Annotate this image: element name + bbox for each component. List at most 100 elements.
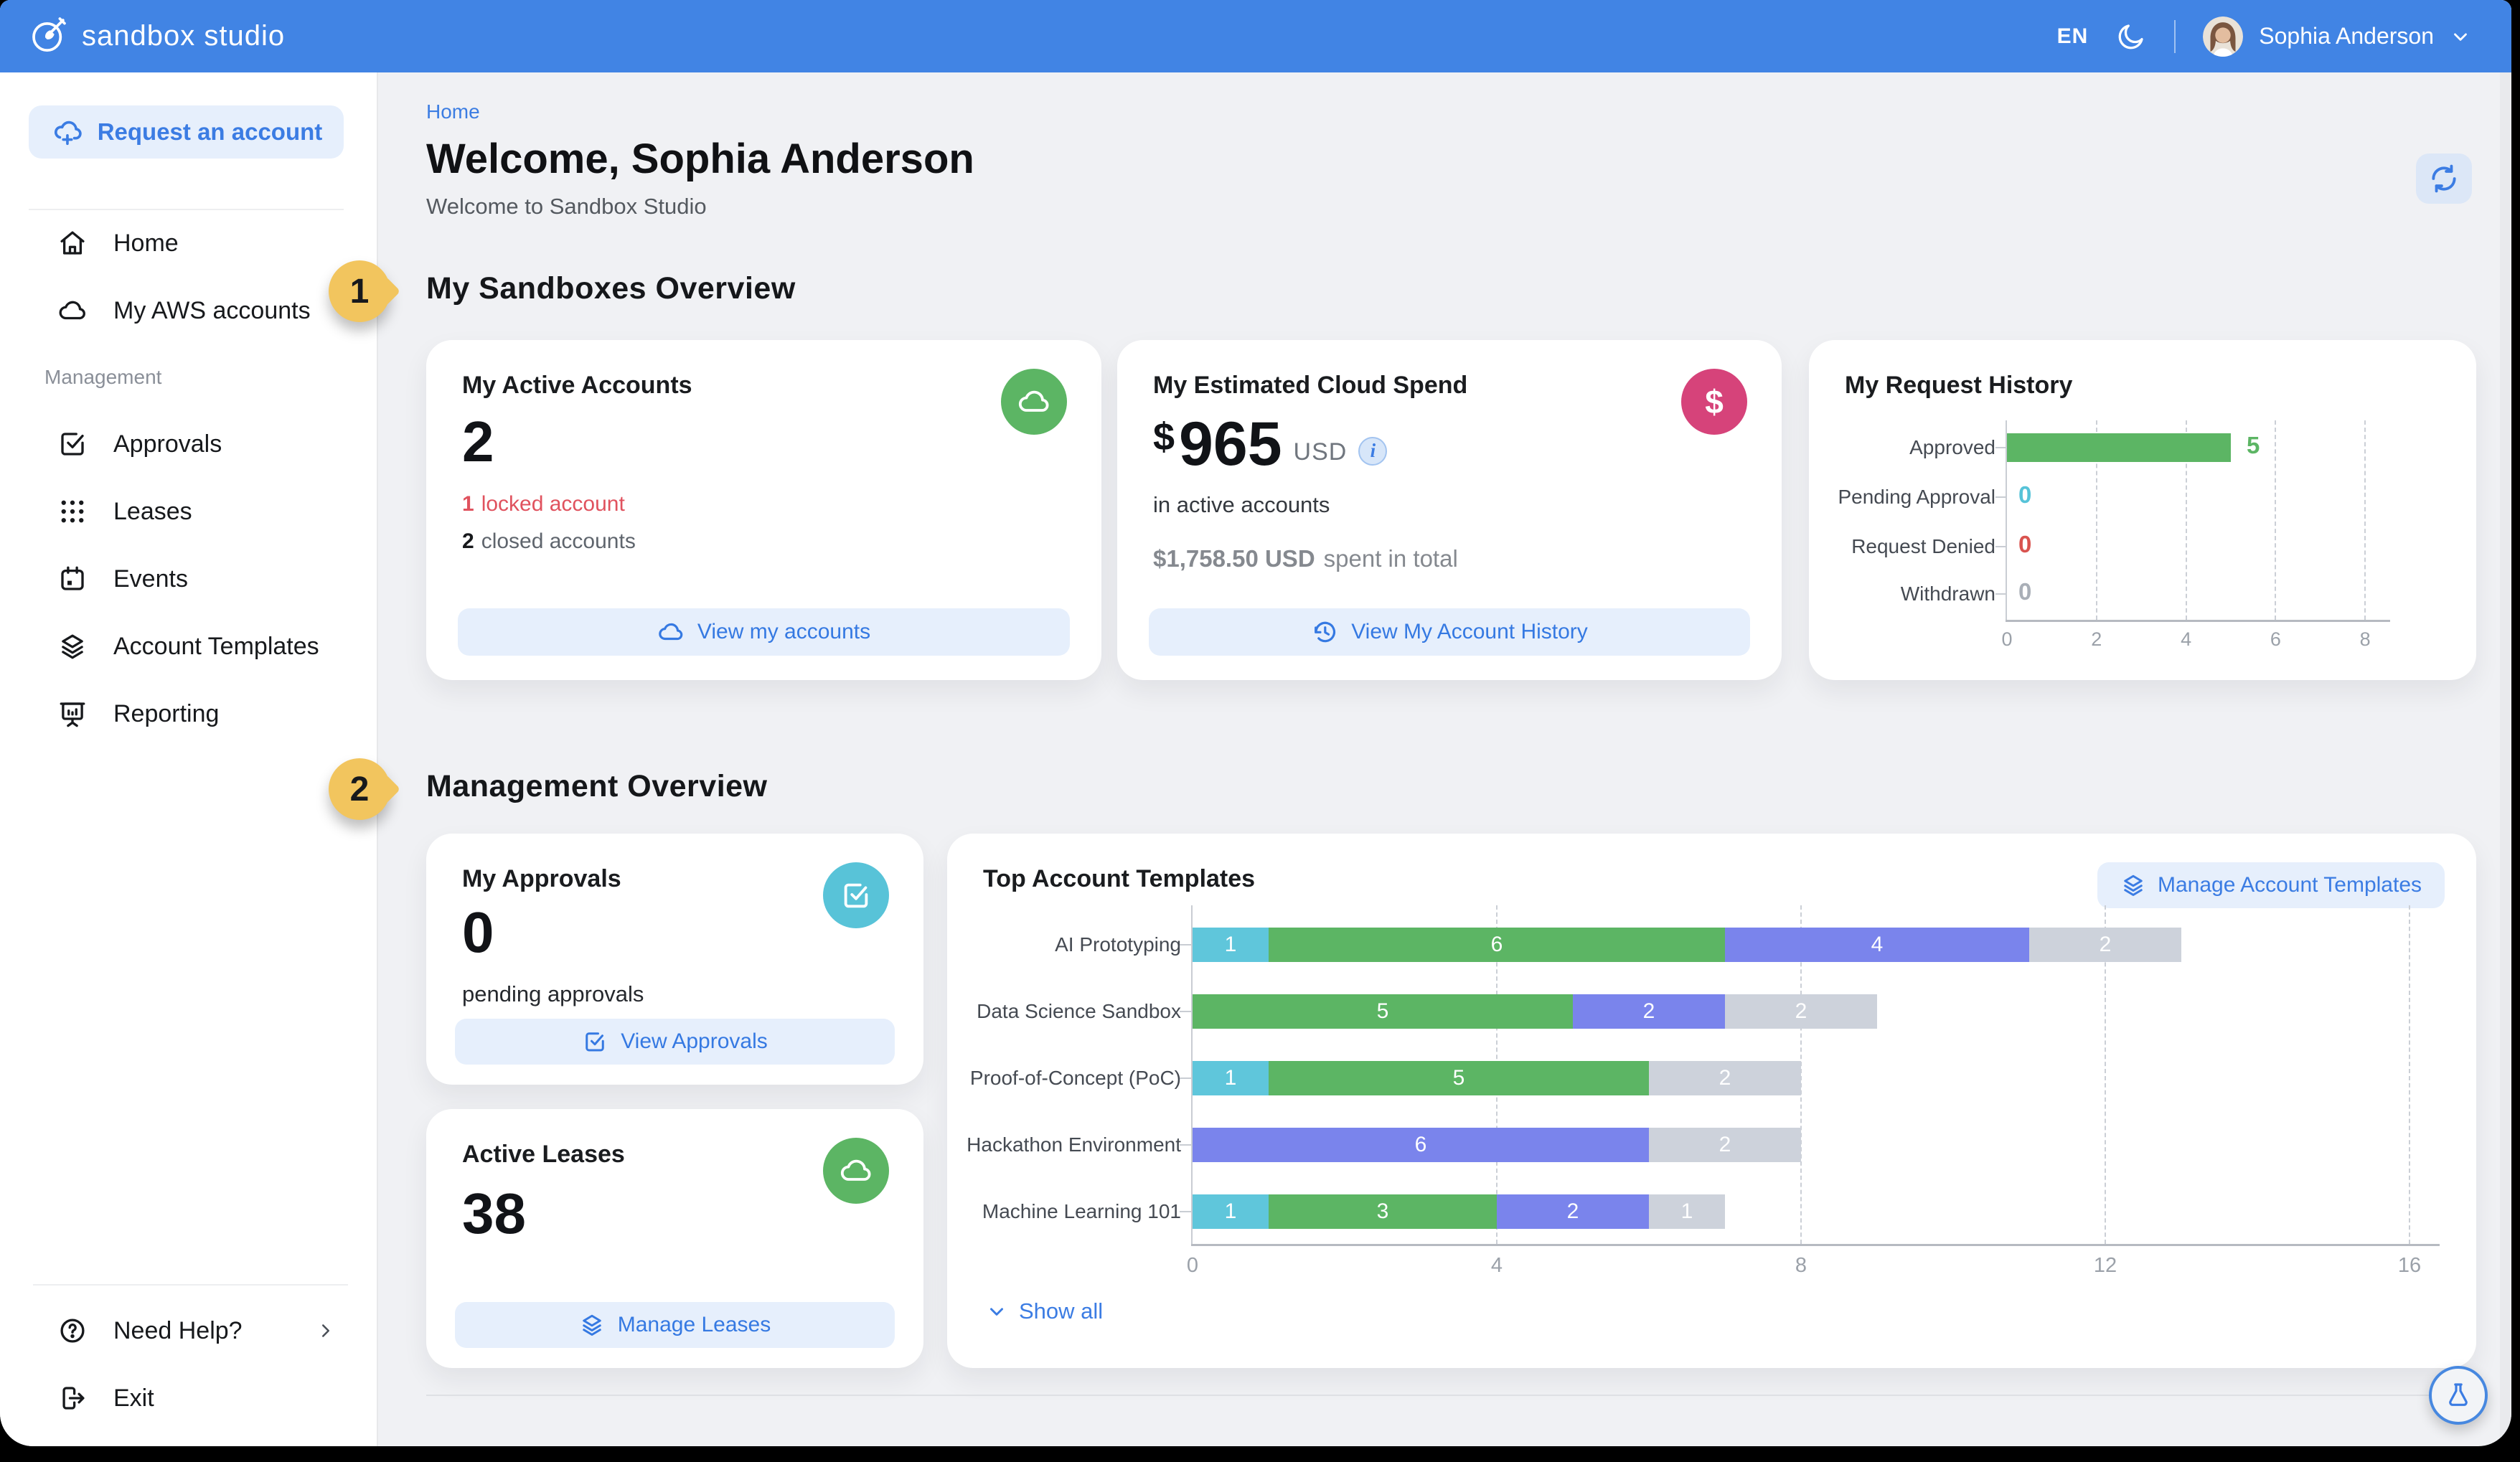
sidebar-item-reporting[interactable]: Reporting xyxy=(0,680,377,747)
flask-icon xyxy=(2449,1383,2468,1406)
check-square-stat-icon xyxy=(823,862,889,928)
annotation-badge-2: 2 xyxy=(329,758,390,820)
annotation-badge-1: 1 xyxy=(329,260,390,322)
navbar-actions: EN Sophia Anderson xyxy=(2057,16,2471,57)
x-tick-4: 4 xyxy=(2181,628,2192,650)
segment-2: 1 xyxy=(1193,1061,1269,1095)
x-tick-0: 0 xyxy=(2001,628,2013,650)
gridline-8 xyxy=(1800,905,1802,1244)
segment-0: 4 xyxy=(1725,928,2029,962)
experiment-flask-button[interactable] xyxy=(2429,1366,2488,1425)
view-my-accounts-button[interactable]: View my accounts xyxy=(458,608,1070,656)
segment-2: 2 xyxy=(1649,1061,1801,1095)
bar-value-3: 0 xyxy=(2018,578,2032,605)
brand[interactable]: sandbox studio xyxy=(29,14,285,58)
dark-mode-toggle[interactable] xyxy=(2115,21,2147,52)
row-label-1: Data Science Sandbox xyxy=(977,1000,1181,1022)
info-icon[interactable]: i xyxy=(1358,436,1388,466)
card-top-account-templates: Top Account Templates Manage Account Tem… xyxy=(947,834,2476,1368)
y-tick xyxy=(1180,1011,1193,1012)
request-account-button[interactable]: Request an account xyxy=(29,105,344,159)
scrollbar[interactable] xyxy=(2500,72,2511,1446)
history-icon xyxy=(1315,621,1336,643)
x-tick-6: 6 xyxy=(2270,628,2281,650)
closed-accounts-line: 2 closed accounts xyxy=(462,529,636,553)
cloud-stat-icon xyxy=(823,1138,889,1204)
segment-3: 6 xyxy=(1193,1128,1649,1162)
sidebar-section-management: Management xyxy=(44,366,162,388)
card-cloud-spend: My Estimated Cloud Spend $ $ 965 USD i i… xyxy=(1117,340,1782,680)
segment-0: 6 xyxy=(1269,928,1725,962)
manage-account-templates-button[interactable]: Manage Account Templates xyxy=(2097,862,2445,908)
row-label-3: Hackathon Environment xyxy=(967,1133,1181,1156)
layers-icon xyxy=(62,634,83,659)
y-tick xyxy=(1180,1144,1193,1146)
cloud-stat-icon xyxy=(1001,369,1067,435)
row-label-0: Approved xyxy=(1909,436,1995,458)
sidebar-item-events[interactable]: Events xyxy=(0,545,377,613)
y-tick xyxy=(1995,496,2007,498)
show-all-link[interactable]: Show all xyxy=(986,1298,1103,1324)
sidebar-footer-divider xyxy=(33,1284,348,1286)
x-tick-16: 16 xyxy=(2397,1254,2422,1277)
sidebar-item-exit[interactable]: Exit xyxy=(0,1364,377,1432)
gridline-6 xyxy=(2275,420,2277,620)
sidebar-item-approvals[interactable]: Approvals xyxy=(0,410,377,478)
segment-0: 1 xyxy=(1193,928,1269,962)
x-tick-8: 8 xyxy=(1795,1254,1807,1277)
report-board-icon xyxy=(60,702,85,727)
card-title: My Estimated Cloud Spend xyxy=(1153,372,1468,399)
gridline-4 xyxy=(2185,420,2187,620)
sidebar-item-home[interactable]: Home xyxy=(0,209,377,277)
user-menu[interactable]: Sophia Anderson xyxy=(2203,16,2471,57)
page-title: Welcome, Sophia Anderson xyxy=(426,136,974,182)
x-tick-2: 2 xyxy=(2091,628,2102,650)
row-label-2: Request Denied xyxy=(1851,535,1995,557)
refresh-icon xyxy=(2432,164,2456,193)
sidebar-item-leases[interactable]: Leases xyxy=(0,478,377,545)
row-label-2: Proof-of-Concept (PoC) xyxy=(969,1067,1181,1089)
segment-2: 5 xyxy=(1269,1061,1649,1095)
sidebar-item-need-help[interactable]: Need Help? xyxy=(0,1297,377,1364)
active-leases-count: 38 xyxy=(462,1182,526,1245)
sidebar: Request an account Home My AWS accounts … xyxy=(0,72,378,1446)
y-tick xyxy=(1995,593,2007,595)
calendar-icon xyxy=(61,566,84,590)
sidebar-divider xyxy=(29,209,344,210)
cloud-icon xyxy=(1018,390,1049,412)
gridline-8 xyxy=(2364,420,2366,620)
x-tick-4: 4 xyxy=(1490,1254,1503,1277)
card-title: My Active Accounts xyxy=(462,372,692,399)
refresh-button[interactable] xyxy=(2416,154,2472,204)
view-approvals-button[interactable]: View Approvals xyxy=(455,1019,895,1065)
check-square-icon xyxy=(586,1032,604,1052)
navbar-divider xyxy=(2174,19,2176,53)
segment-1: 2 xyxy=(1725,994,1877,1029)
sidebar-item-my-aws-accounts[interactable]: My AWS accounts xyxy=(0,277,377,344)
x-axis xyxy=(2006,620,2390,622)
manage-leases-button[interactable]: Manage Leases xyxy=(455,1302,895,1348)
moon-icon xyxy=(2118,24,2143,49)
language-selector[interactable]: EN xyxy=(2056,24,2089,48)
logout-icon xyxy=(62,1387,85,1410)
y-tick xyxy=(1995,447,2007,448)
section-divider xyxy=(426,1395,2465,1396)
x-tick-0: 0 xyxy=(1186,1254,1199,1277)
sidebar-item-account-templates[interactable]: Account Templates xyxy=(0,613,377,680)
segment-4: 2 xyxy=(1497,1194,1649,1229)
user-name: Sophia Anderson xyxy=(2259,23,2434,49)
check-square-icon xyxy=(61,433,84,456)
segment-4: 1 xyxy=(1193,1194,1269,1229)
segment-0: 2 xyxy=(2029,928,2181,962)
card-title: My Approvals xyxy=(462,865,621,892)
chevron-right-icon xyxy=(322,1324,329,1337)
view-account-history-button[interactable]: View My Account History xyxy=(1149,608,1750,656)
breadcrumb[interactable]: Home xyxy=(426,100,480,123)
segment-1: 2 xyxy=(1573,994,1725,1029)
pending-approvals-count: 0 xyxy=(462,900,494,964)
avatar xyxy=(2203,16,2244,57)
page-subtitle: Welcome to Sandbox Studio xyxy=(426,194,707,219)
check-square-icon xyxy=(844,883,868,908)
gridline-12 xyxy=(2105,905,2106,1244)
spend-subtitle: in active accounts xyxy=(1153,492,1330,517)
